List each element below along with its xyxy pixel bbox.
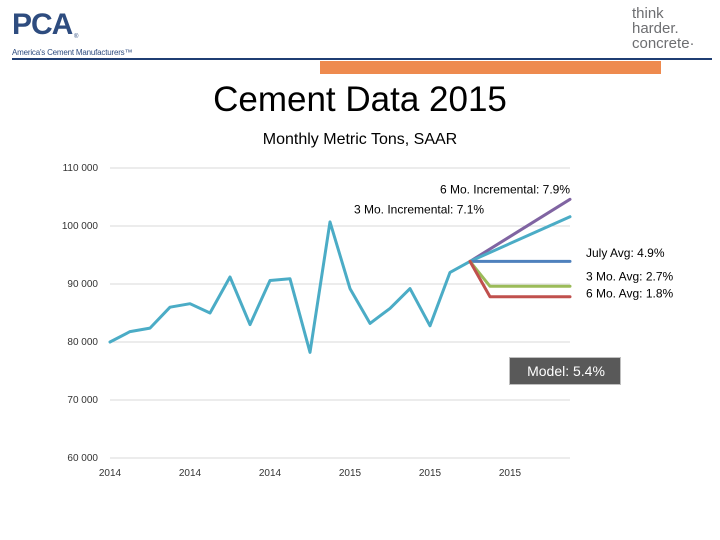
slogan-line-1: think bbox=[632, 5, 664, 22]
logo-mark: PCA bbox=[12, 8, 73, 41]
slogan-line-2: harder. bbox=[632, 20, 679, 37]
slogan-line-3: concrete· bbox=[632, 35, 695, 52]
model-label: Model: 5.4% bbox=[527, 363, 605, 379]
pca-logo: PCA ® America's Cement Manufacturers™ bbox=[12, 8, 172, 57]
x-tick-label: 2014 bbox=[179, 468, 202, 479]
x-tick-label: 2015 bbox=[339, 468, 362, 479]
series-line-5 bbox=[468, 259, 572, 288]
logo-registered-mark: ® bbox=[74, 34, 79, 40]
x-tick-label: 2015 bbox=[499, 468, 522, 479]
x-tick-label: 2014 bbox=[99, 468, 122, 479]
y-tick-label: 110 000 bbox=[63, 163, 99, 174]
series-line-3 bbox=[468, 215, 572, 263]
x-tick-label: 2015 bbox=[419, 468, 442, 479]
annotation-label: 3 Mo. Incremental: 7.1% bbox=[354, 203, 484, 217]
annotations: 6 Mo. Incremental: 7.9% 3 Mo. Incremental… bbox=[354, 182, 673, 300]
chart-title: Cement Data 2015 bbox=[213, 80, 507, 119]
series-line-2 bbox=[468, 197, 572, 263]
y-tick-label: 60 000 bbox=[67, 453, 98, 464]
annotation-label: 6 Mo. Avg: 1.8% bbox=[586, 287, 673, 301]
y-tick-label: 80 000 bbox=[67, 337, 98, 348]
model-badge: Model: 5.4% bbox=[509, 357, 621, 385]
y-axis-ticks: 60 000 70 000 80 000 90 000 100 000 110 000 bbox=[62, 163, 99, 464]
y-tick-label: 70 000 bbox=[67, 395, 98, 406]
gridlines bbox=[110, 167, 570, 459]
series-line-1 bbox=[108, 220, 472, 354]
annotation-label: 6 Mo. Incremental: 7.9% bbox=[440, 182, 570, 196]
x-tick-label: 2014 bbox=[259, 468, 282, 479]
y-tick-label: 90 000 bbox=[67, 279, 98, 290]
series-line-6 bbox=[468, 259, 572, 299]
slogan: think harder. concrete· bbox=[632, 6, 718, 51]
chart-subtitle: Monthly Metric Tons, SAAR bbox=[262, 131, 458, 148]
series-lines bbox=[108, 197, 572, 354]
logo-tagline: America's Cement Manufacturers™ bbox=[12, 48, 133, 57]
annotation-label: 3 Mo. Avg: 2.7% bbox=[586, 269, 673, 283]
header-rule bbox=[12, 58, 712, 60]
x-axis-ticks: 2014 2014 2014 2015 2015 2015 bbox=[99, 468, 522, 479]
accent-bar bbox=[320, 61, 661, 74]
annotation-label: July Avg: 4.9% bbox=[586, 246, 665, 260]
y-tick-label: 100 000 bbox=[62, 221, 99, 232]
